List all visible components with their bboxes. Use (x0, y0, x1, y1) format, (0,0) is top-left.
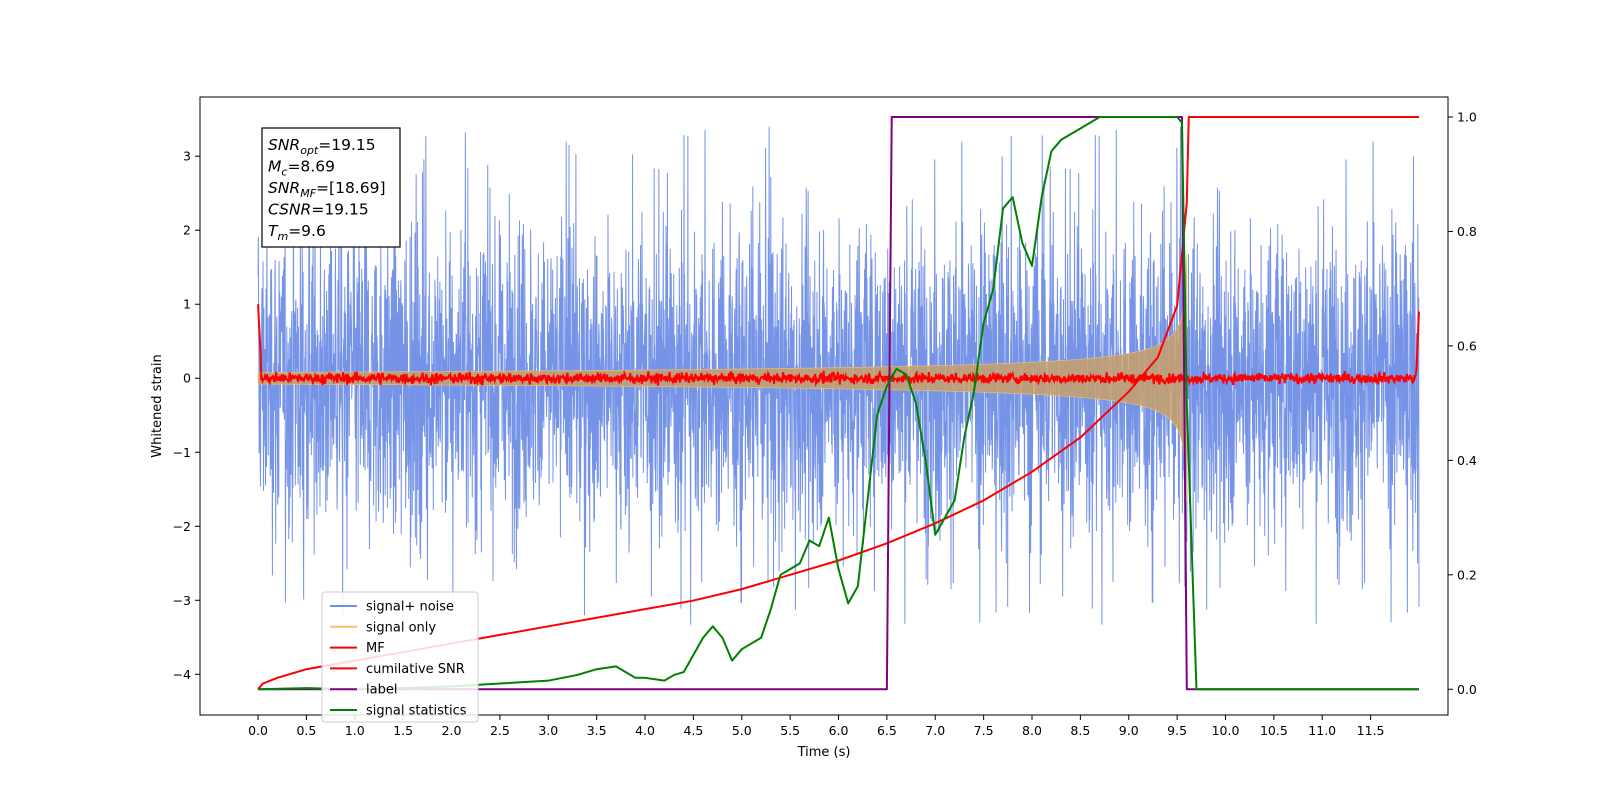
annotation-frame (261, 127, 401, 248)
y2-tick-label: 1.0 (1457, 110, 1477, 125)
legend: signal+ noise signal only MF cumilative SNR… (321, 591, 479, 723)
y2-tick-label: 0.0 (1457, 682, 1477, 697)
legend-label: signal only (366, 620, 436, 635)
x-tick-label: 2.0 (442, 723, 462, 738)
x-tick-label: 2.5 (490, 723, 510, 738)
annotation-line: Tm=9.6 (268, 222, 326, 243)
annotation-value: =[18.69] (316, 179, 385, 197)
annotation-value: =19.15 (311, 201, 368, 219)
annotation-value: =8.69 (287, 158, 335, 176)
x-tick-label: 4.0 (635, 723, 655, 738)
y-tick-label: 3 (183, 149, 191, 164)
x-tick-label: 10.0 (1212, 723, 1240, 738)
x-tick-label: 11.0 (1308, 723, 1336, 738)
legend-label: signal statistics (366, 704, 467, 719)
x-tick-label: 6.5 (877, 723, 897, 738)
y2-tick-label: 0.8 (1457, 224, 1477, 239)
x-tick-label: 10.5 (1260, 723, 1288, 738)
legend-label: signal+ noise (366, 600, 454, 615)
annotation-var: M (268, 158, 281, 176)
x-tick-label: 5.0 (732, 723, 752, 738)
x-tick-label: 9.0 (1119, 723, 1139, 738)
x-tick-label: 4.5 (683, 723, 703, 738)
x-tick-label: 9.5 (1167, 723, 1187, 738)
x-tick-label: 3.5 (587, 723, 607, 738)
x-tick-label: 7.0 (925, 723, 945, 738)
x-tick-label: 7.5 (974, 723, 994, 738)
y-axis-label: Whitened strain (150, 354, 165, 457)
x-tick-label: 8.0 (1022, 723, 1042, 738)
annotation-value: =9.6 (288, 222, 326, 240)
y-tick-label: −4 (173, 667, 191, 682)
y2-tick-label: 0.4 (1457, 453, 1477, 468)
x-tick-label: 1.0 (345, 723, 365, 738)
plot-frame (199, 96, 1449, 716)
annotation-subscript: c (281, 166, 287, 179)
y-axis-left: 3 2 1 0 −1 −2 −3 −4 (173, 149, 200, 682)
x-tick-label: 0.5 (296, 723, 316, 738)
legend-label: cumilative SNR (366, 662, 465, 677)
annotation-var: SNR (268, 136, 300, 154)
x-tick-label: 3.0 (538, 723, 558, 738)
x-axis-label: Time (s) (797, 745, 851, 760)
y2-tick-label: 0.6 (1457, 338, 1477, 353)
plot-area (257, 116, 1420, 691)
annotation-var: SNR (268, 179, 300, 197)
y-tick-label: 2 (183, 223, 191, 238)
x-tick-label: 6.0 (829, 723, 849, 738)
annotation-subscript: MF (300, 187, 316, 200)
y-tick-label: −3 (173, 593, 191, 608)
y-tick-label: 0 (183, 371, 191, 386)
x-tick-label: 11.5 (1357, 723, 1385, 738)
legend-frame (321, 591, 479, 723)
annotation-subscript: m (277, 230, 288, 243)
y-tick-label: −1 (173, 445, 191, 460)
y-tick-label: 1 (183, 297, 191, 312)
series-signal-statistics-line (258, 116, 1419, 691)
y2-tick-label: 0.2 (1457, 567, 1477, 582)
series-mf-line (257, 304, 1420, 388)
y-tick-label: −2 (173, 519, 191, 534)
series-signal-noise-line (257, 126, 1420, 625)
y-axis-right: 1.0 0.8 0.6 0.4 0.2 0.0 (1448, 110, 1477, 697)
annotation-var: T (268, 222, 279, 240)
x-tick-label: 1.5 (393, 723, 413, 738)
annotation-var: CSNR (268, 201, 311, 219)
x-tick-label: 8.5 (1070, 723, 1090, 738)
annotation-line: Mc=8.69 (268, 158, 335, 179)
x-tick-label: 0.0 (248, 723, 268, 738)
annotation-value: =19.15 (318, 136, 375, 154)
x-tick-label: 5.5 (780, 723, 800, 738)
legend-label: label (366, 683, 397, 698)
annotation-line: CSNR=19.15 (268, 201, 369, 219)
annotation-line: SNRMF=[18.69] (268, 179, 386, 200)
annotation-line: SNRopt=19.15 (268, 136, 376, 157)
x-axis: 0.0 0.5 1.0 1.5 2.0 2.5 3.0 3.5 4.0 4.5 5.0 5.5 6.0 6… (248, 715, 1385, 738)
annotation-subscript: opt (300, 144, 319, 157)
legend-label: MF (366, 641, 385, 656)
annotation-box: SNRopt=19.15Mc=8.69SNRMF=[18.69]CSNR=19.… (261, 127, 401, 248)
